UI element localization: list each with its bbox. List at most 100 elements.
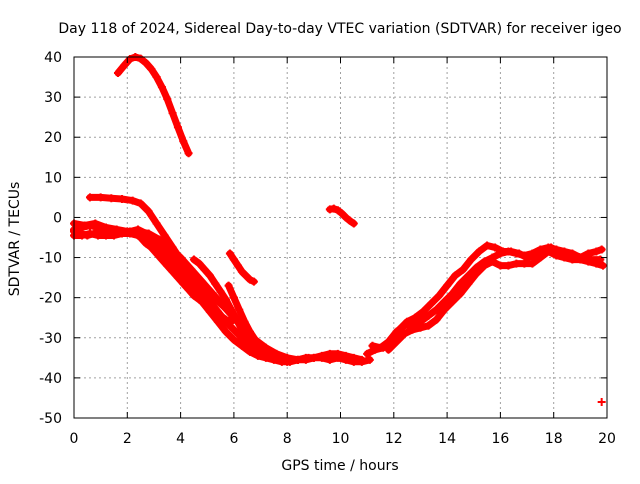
data-point-marker <box>584 257 593 266</box>
data-point-marker <box>152 249 161 258</box>
data-point-marker <box>163 261 172 270</box>
data-point-marker <box>480 261 489 270</box>
y-tick-label: 40 <box>44 50 62 66</box>
data-point-marker <box>304 353 313 362</box>
data-point-marker <box>256 341 265 350</box>
data-point-marker <box>261 347 270 356</box>
data-point-marker <box>147 65 156 74</box>
data-marks <box>70 53 608 406</box>
x-tick-label: 6 <box>229 431 238 447</box>
data-point-marker <box>205 271 214 280</box>
data-point-marker <box>249 277 258 286</box>
data-point-marker <box>376 343 385 352</box>
chart-title: Day 118 of 2024, Sidereal Day-to-day VTE… <box>58 21 621 37</box>
data-point-marker <box>475 247 484 256</box>
data-point-marker <box>179 137 188 146</box>
data-point-marker <box>363 349 372 358</box>
data-point-marker <box>96 227 105 236</box>
data-point-marker <box>237 325 246 334</box>
data-point-marker <box>597 245 606 254</box>
data-point-marker <box>448 297 457 306</box>
data-point-marker <box>329 204 338 213</box>
data-point-marker <box>440 305 449 314</box>
data-point-marker <box>216 287 225 296</box>
data-point-marker <box>504 261 513 270</box>
data-point-marker <box>491 243 500 252</box>
y-tick-label: 0 <box>53 210 62 226</box>
data-point-marker <box>448 289 457 298</box>
x-tick-label: 10 <box>332 431 350 447</box>
data-point-marker <box>443 281 452 290</box>
data-point-marker <box>392 337 401 346</box>
data-point-marker <box>416 323 425 332</box>
data-point-marker <box>536 253 545 262</box>
data-point-marker <box>245 327 254 336</box>
y-tick-label: -40 <box>39 371 62 387</box>
data-point-marker <box>123 227 132 236</box>
data-point-marker <box>435 291 444 300</box>
series-arc-08 <box>224 281 292 366</box>
data-point-marker <box>384 337 393 346</box>
data-point-marker <box>333 353 342 362</box>
data-point-marker <box>189 255 198 264</box>
data-point-marker <box>464 279 473 288</box>
data-point-marker <box>419 307 428 316</box>
data-point-marker <box>272 353 281 362</box>
data-point-marker <box>552 251 561 260</box>
data-point-marker <box>368 341 377 350</box>
data-point-marker <box>599 261 608 270</box>
data-point-marker <box>349 357 358 366</box>
data-point-marker <box>483 241 492 250</box>
data-point-marker <box>229 325 238 334</box>
data-point-marker <box>459 265 468 274</box>
data-point-marker <box>184 285 193 294</box>
data-point-marker <box>147 243 156 252</box>
data-point-marker <box>160 231 169 240</box>
data-point-marker <box>203 287 212 296</box>
data-point-marker <box>107 194 116 203</box>
data-point-marker <box>400 329 409 338</box>
data-point-marker <box>189 291 198 300</box>
data-point-marker <box>520 251 529 260</box>
series-arc-15 <box>597 397 606 406</box>
data-point-marker <box>325 355 334 364</box>
x-tick-label: 16 <box>491 431 509 447</box>
data-point-marker <box>200 265 209 274</box>
data-point-marker <box>189 273 198 282</box>
data-point-marker <box>568 255 577 264</box>
x-tick-label: 20 <box>598 431 616 447</box>
data-point-marker <box>113 69 122 78</box>
data-point-marker <box>216 311 225 320</box>
x-tick-label: 0 <box>70 431 79 447</box>
data-point-marker <box>237 267 246 276</box>
data-point-marker <box>528 249 537 258</box>
data-point-marker <box>451 271 460 280</box>
data-point-marker <box>560 253 569 262</box>
series-arc-06 <box>131 229 236 326</box>
data-point-marker <box>496 249 505 258</box>
x-tick-label: 18 <box>545 431 563 447</box>
data-point-marker <box>229 293 238 302</box>
data-point-marker <box>400 321 409 330</box>
data-point-marker <box>235 305 244 314</box>
data-point-marker <box>544 247 553 256</box>
data-point-marker <box>496 261 505 270</box>
data-point-marker <box>365 355 374 364</box>
data-point-marker <box>528 259 537 268</box>
data-point-marker <box>408 325 417 334</box>
data-point-marker <box>221 327 230 336</box>
series-trace <box>385 248 607 354</box>
data-point-marker <box>536 245 545 254</box>
y-tick-label: 20 <box>44 130 62 146</box>
data-point-marker <box>512 259 521 268</box>
data-point-marker <box>157 83 166 92</box>
data-point-marker <box>432 315 441 324</box>
data-point-marker <box>117 194 126 203</box>
data-point-marker <box>149 237 158 246</box>
data-point-marker <box>488 257 497 266</box>
data-point-marker <box>80 221 89 230</box>
data-point-marker <box>109 229 118 238</box>
data-point-marker <box>467 255 476 264</box>
data-point-marker <box>349 219 358 228</box>
series-trace <box>114 53 193 157</box>
